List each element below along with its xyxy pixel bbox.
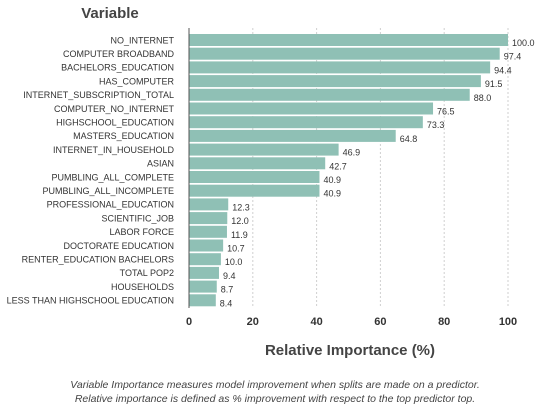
category-label: RENTER_EDUCATION BACHELORS (22, 255, 174, 265)
category-label: COMPUTER_NO_INTERNET (54, 104, 175, 114)
value-label: 100.0 (512, 38, 535, 48)
value-label: 10.0 (225, 257, 243, 267)
bar (189, 61, 491, 74)
value-label: 88.0 (474, 93, 492, 103)
x-tick-labels: 0 20 40 60 80 100 (186, 316, 517, 328)
value-label: 12.3 (232, 202, 250, 212)
bar (189, 143, 339, 156)
bar (189, 102, 434, 115)
bar (189, 198, 229, 211)
value-label: 73.3 (427, 120, 445, 130)
value-label: 94.4 (494, 65, 512, 75)
x-axis-title: Relative Importance (%) (265, 342, 435, 359)
value-label: 9.4 (223, 271, 236, 281)
x-tick-label: 60 (374, 316, 386, 328)
bar (189, 47, 500, 60)
value-label: 97.4 (504, 52, 522, 62)
category-label: COMPUTER BROADBAND (63, 49, 175, 59)
caption-line-2: Relative importance is defined as % impr… (74, 393, 476, 405)
value-label: 11.9 (231, 230, 248, 240)
category-label: MASTERS_EDUCATION (73, 131, 174, 141)
x-tick-label: 40 (310, 316, 322, 328)
bar (189, 280, 217, 293)
bar (189, 294, 216, 307)
bar (189, 129, 396, 142)
value-label: 12.0 (231, 216, 249, 226)
value-labels: 100.0 97.4 94.4 91.5 88.0 76.5 73.3 64.8 46.9 42.… (220, 38, 535, 308)
bar (189, 171, 320, 183)
bar (189, 75, 481, 88)
bar (189, 212, 228, 225)
value-label: 46.9 (343, 148, 361, 158)
variable-importance-chart: Variable NO_INTERNET COMPUTER BROADBAND BA… (7, 5, 535, 359)
category-label: NO_INTERNET (110, 35, 174, 45)
chart-title: Variable (81, 5, 139, 22)
category-label: ASIAN (147, 159, 174, 169)
bar (189, 253, 221, 266)
category-label: INTERNET_IN_HOUSEHOLD (53, 145, 175, 155)
value-label: 8.4 (220, 298, 233, 308)
caption-line-1: Variable Importance measures model impro… (70, 379, 480, 391)
bar (189, 184, 320, 197)
category-label: TOTAL POP2 (120, 268, 174, 278)
bars (189, 34, 508, 307)
x-tick-label: 20 (247, 316, 259, 328)
category-label: LABOR FORCE (109, 227, 174, 237)
category-label: PUMBLING_ALL_INCOMPLETE (42, 186, 174, 196)
category-label: PROFESSIONAL_EDUCATION (47, 200, 174, 210)
value-label: 40.9 (323, 189, 341, 199)
category-label: DOCTORATE EDUCATION (63, 241, 174, 251)
value-label: 42.7 (329, 161, 347, 171)
category-label: PUMBLING_ALL_COMPLETE (51, 172, 174, 182)
x-tick-label: 80 (438, 316, 450, 328)
category-label: SCIENTIFIC_JOB (101, 213, 174, 223)
category-label: INTERNET_SUBSCRIPTION_TOTAL (23, 90, 174, 100)
value-label: 10.7 (227, 244, 245, 254)
x-tick-label: 100 (499, 316, 517, 328)
bar (189, 34, 508, 46)
value-label: 40.9 (323, 175, 341, 185)
category-label: LESS THAN HIGHSCHOOL EDUCATION (7, 296, 174, 306)
value-label: 64.8 (400, 134, 418, 144)
value-label: 76.5 (437, 107, 455, 117)
value-label: 91.5 (485, 79, 503, 89)
value-label: 8.7 (221, 285, 234, 295)
category-label: HOUSEHOLDS (111, 282, 174, 292)
bar (189, 225, 227, 238)
category-label: BACHELORS_EDUCATION (61, 63, 174, 73)
bar (189, 88, 470, 101)
bar (189, 116, 423, 129)
category-label: HIGHSCHOOL_EDUCATION (56, 118, 174, 128)
bar (189, 157, 326, 170)
bar (189, 239, 224, 252)
x-tick-label: 0 (186, 316, 192, 328)
bar (189, 266, 219, 279)
category-label: HAS_COMPUTER (99, 76, 175, 86)
category-labels: NO_INTERNET COMPUTER BROADBAND BACHELORS_E… (7, 35, 175, 305)
